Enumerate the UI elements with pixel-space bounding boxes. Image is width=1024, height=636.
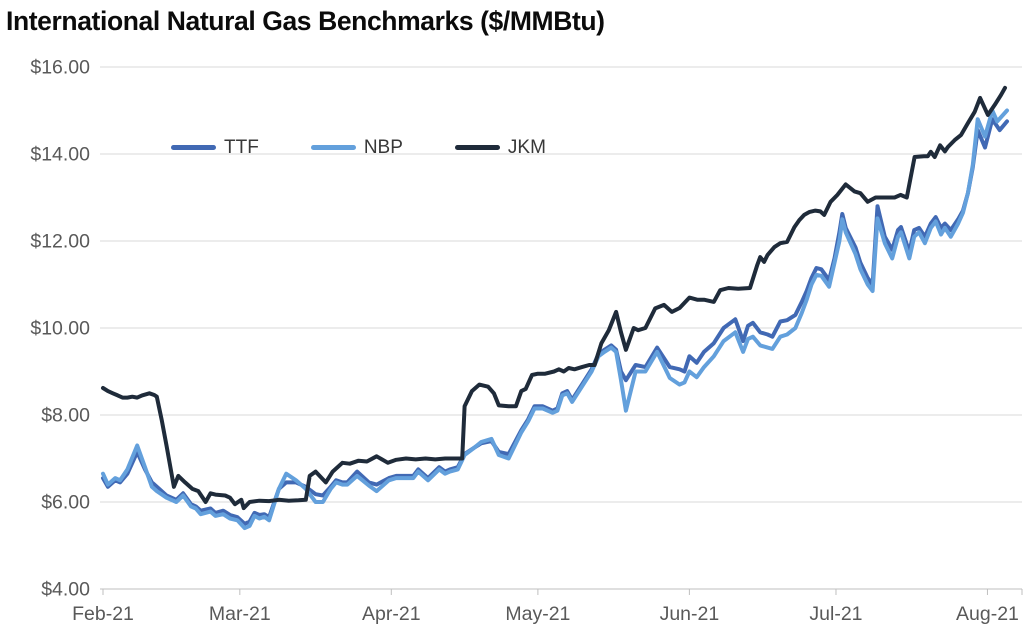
y-axis-label: $8.00 <box>41 405 90 427</box>
x-axis-label: May-21 <box>505 603 570 625</box>
jkm-line-swatch <box>454 144 500 151</box>
y-axis-label: $16.00 <box>30 57 90 79</box>
x-axis-label: Jun-21 <box>660 603 720 625</box>
x-axis-label: Jul-21 <box>809 603 862 625</box>
x-axis-label: Apr-21 <box>362 603 421 625</box>
legend-item-ttf: TTF <box>171 137 259 158</box>
x-axis-label: Feb-21 <box>72 603 134 625</box>
y-axis-label: $4.00 <box>41 579 90 601</box>
x-axis-label: Aug-21 <box>956 603 1019 625</box>
legend-item-nbp: NBP <box>310 137 403 158</box>
series-line-nbp <box>101 108 1009 531</box>
legend-item-jkm: JKM <box>454 137 546 158</box>
series-line-ttf <box>101 117 1009 526</box>
x-axis-label: Mar-21 <box>209 603 271 625</box>
series-line-jkm <box>101 85 1007 511</box>
y-axis-label: $14.00 <box>30 144 90 166</box>
y-axis-label: $10.00 <box>30 318 90 340</box>
legend-label-ttf: TTF <box>224 137 259 158</box>
ttf-line-swatch <box>171 144 216 151</box>
chart-title: International Natural Gas Benchmarks ($/… <box>6 6 605 36</box>
legend-label-jkm: JKM <box>507 137 546 158</box>
chart-legend: TTF NBP JKM <box>171 137 546 158</box>
y-axis-label: $6.00 <box>41 492 90 514</box>
y-axis-label: $12.00 <box>30 231 90 253</box>
legend-label-nbp: NBP <box>363 137 403 158</box>
nbp-line-swatch <box>310 144 356 151</box>
